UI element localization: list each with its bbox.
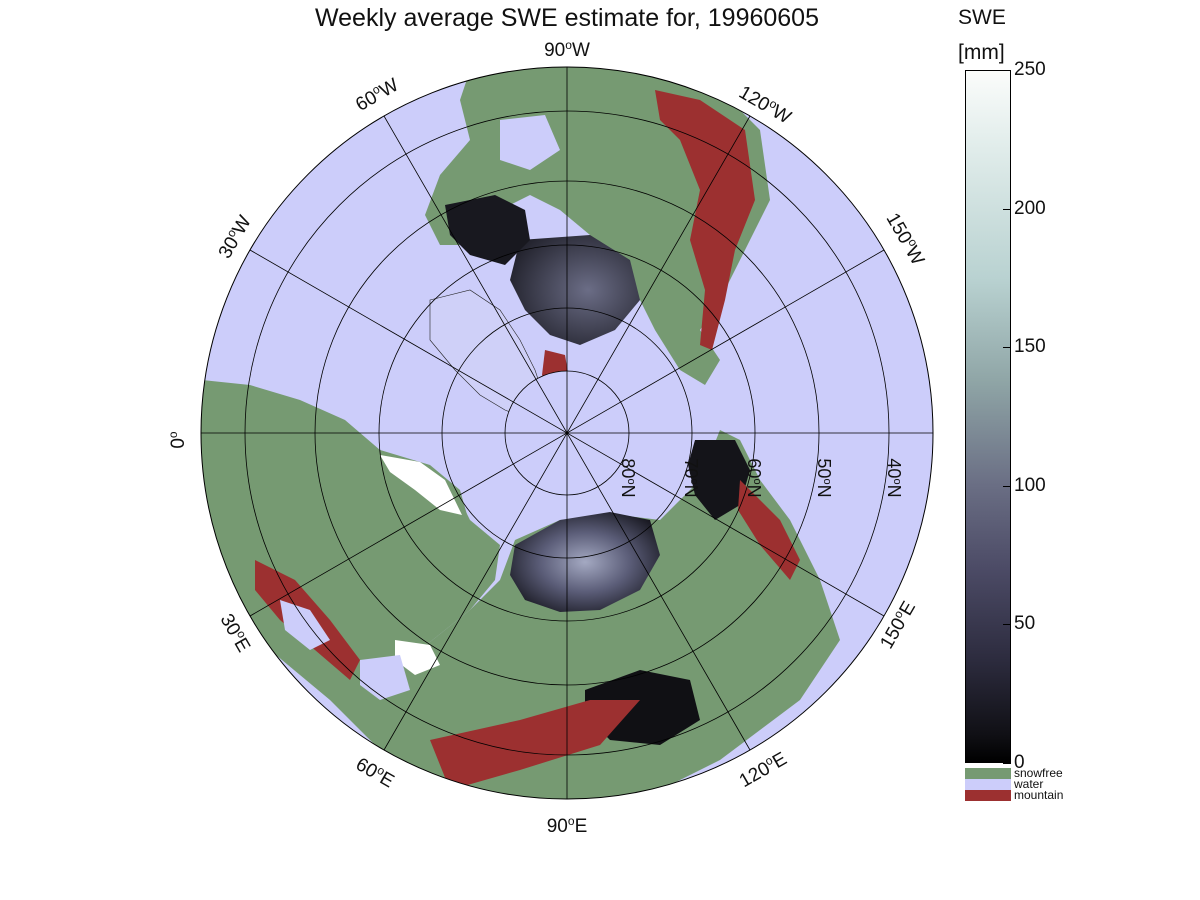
lon-label-60w: 60oW (351, 73, 402, 116)
graticule (201, 67, 933, 799)
legend-label-water: water (1014, 777, 1044, 791)
legend-label-mountain: mountain (1014, 788, 1064, 802)
snow-white-patch-north-europe (380, 455, 462, 515)
map-frame (200, 66, 934, 800)
lake-caspian (280, 600, 330, 650)
snowpack-canada (445, 195, 530, 265)
legend-swatch-mountain (965, 790, 1011, 801)
snow-white-patch-ural (395, 640, 440, 675)
legend-swatch-snowfree (965, 768, 1011, 779)
colorbar-tick-label: 0 (1014, 752, 1025, 773)
lon-label-0: 0o (166, 431, 189, 449)
colorbar-tick-label: 100 (1014, 474, 1046, 496)
latitude-labels: 80oN 70oN 60oN 50oN 40oN (618, 458, 904, 497)
lon-label-90e: 90oE (547, 814, 588, 837)
lat-label-70n: 70oN (681, 458, 701, 497)
lon-label-60e: 60oE (352, 752, 399, 792)
colorbar-unit: [mm] (958, 41, 1005, 64)
polar-map: 90oW 120oW 150oW 180oW 150oE 120oE 90oE … (166, 38, 934, 837)
colorbar-tick-label: 50 (1014, 613, 1036, 635)
landmass-arctic-archipelago (510, 235, 640, 345)
hudson-bay (500, 115, 560, 170)
snowpack-siberia (510, 512, 660, 612)
colorbar-gradient (965, 70, 1011, 763)
colorbar-tick-label: 200 (1014, 197, 1046, 219)
colorbar-tick-label: 150 (1014, 336, 1046, 358)
snowpack-far-east (688, 440, 750, 520)
colorbar-title: SWE (958, 6, 1006, 29)
lon-label-90w: 90oW (544, 38, 590, 61)
lat-label-40n: 40oN (884, 458, 904, 497)
lon-label-30e: 30oE (216, 609, 256, 656)
mountains-east-asia (738, 480, 800, 580)
lat-label-60n: 60oN (744, 458, 764, 497)
lake-black-sea (360, 655, 410, 700)
lat-label-50n: 50oN (814, 458, 834, 497)
map-title: Weekly average SWE estimate for, 1996060… (315, 4, 819, 32)
landmass-europe (201, 380, 500, 700)
legend-swatch-water (965, 779, 1011, 790)
colorbar-tick-label: 250 (1014, 59, 1046, 80)
legend-label-snowfree: snowfree (1014, 766, 1063, 780)
lat-label-80n: 80oN (618, 458, 638, 497)
mountains-himalaya (430, 700, 640, 790)
